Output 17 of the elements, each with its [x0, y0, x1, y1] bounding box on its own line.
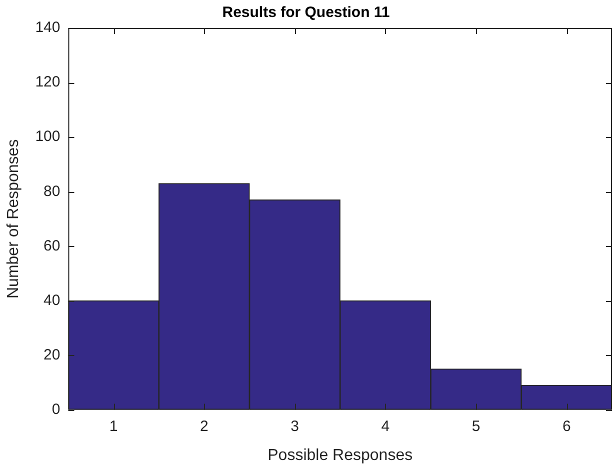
y-tick-label: 100: [35, 128, 60, 146]
y-tick-label: 80: [44, 182, 60, 200]
y-axis-title: Number of Responses: [5, 139, 22, 298]
x-axis-title: Possible Responses: [268, 446, 413, 464]
x-tick-label: 6: [562, 418, 571, 435]
x-tick-label: 3: [290, 418, 299, 435]
y-tick-label: 60: [44, 237, 60, 254]
y-tick-label: 120: [35, 74, 60, 91]
chart-title: Results for Question 11: [222, 4, 390, 22]
y-tick-label: 20: [44, 346, 60, 364]
y-tick-label: 140: [35, 19, 60, 36]
x-tick-label: 1: [109, 418, 118, 435]
y-tick-label: 40: [44, 292, 60, 309]
x-tick-label: 5: [472, 418, 480, 435]
x-tick-label: 4: [381, 418, 390, 435]
y-tick-label: 0: [52, 400, 60, 418]
x-tick-label: 2: [200, 418, 208, 435]
